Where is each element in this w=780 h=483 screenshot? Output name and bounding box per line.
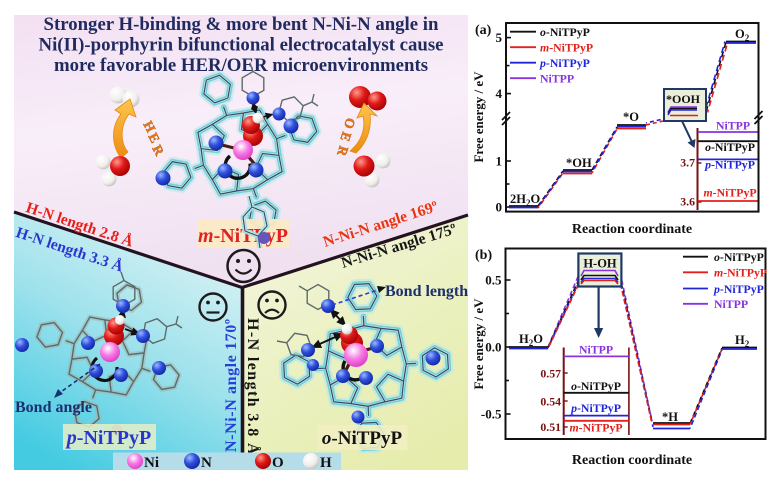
- svg-text:p-NiTPyP: p-NiTPyP: [539, 56, 590, 70]
- svg-text:m-NiTPyP: m-NiTPyP: [714, 266, 767, 280]
- svg-text:o-NiTPyP: o-NiTPyP: [322, 428, 403, 449]
- svg-text:0: 0: [496, 200, 503, 215]
- svg-text:o-NiTPyP: o-NiTPyP: [714, 250, 764, 264]
- svg-text:(b): (b): [475, 248, 492, 263]
- svg-text:0.51: 0.51: [540, 420, 561, 434]
- svg-text:4: 4: [496, 86, 503, 101]
- svg-text:Bond angle: Bond angle: [15, 399, 92, 416]
- svg-text:NiTPP: NiTPP: [579, 343, 613, 357]
- svg-text:p-NiTPyP: p-NiTPyP: [570, 401, 621, 415]
- svg-text:o-NiTPyP: o-NiTPyP: [540, 25, 590, 39]
- svg-text:N: N: [201, 455, 212, 471]
- svg-text:*OH: *OH: [566, 156, 592, 170]
- svg-text:m-NiTPyP: m-NiTPyP: [569, 421, 622, 435]
- svg-text:p-NiTPyP: p-NiTPyP: [65, 427, 151, 449]
- svg-text:0.0: 0.0: [485, 340, 501, 355]
- svg-text:H-N length 3.8 Å: H-N length 3.8 Å: [244, 318, 262, 456]
- svg-text:5: 5: [496, 30, 503, 45]
- svg-text:1: 1: [496, 154, 503, 169]
- svg-text:H: H: [320, 455, 332, 471]
- svg-text:o-NiTPyP: o-NiTPyP: [571, 379, 621, 393]
- svg-text:*O: *O: [623, 110, 639, 124]
- svg-text:*OOH: *OOH: [666, 92, 701, 106]
- svg-text:m-NiTPyP: m-NiTPyP: [703, 186, 756, 200]
- svg-text:m-NiTPyP: m-NiTPyP: [540, 41, 593, 55]
- svg-text:H2: H2: [735, 333, 750, 349]
- svg-text:Stronger H-binding & more bent: Stronger H-binding & more bent N-Ni-N an…: [44, 14, 440, 35]
- svg-text:more favorable HER/OER microen: more favorable HER/OER microenvironments: [54, 55, 428, 76]
- svg-text:3.6: 3.6: [680, 195, 695, 209]
- svg-text:0.5: 0.5: [485, 273, 502, 288]
- svg-text:Bond length: Bond length: [385, 283, 468, 300]
- svg-text:NiTPP: NiTPP: [540, 72, 574, 86]
- svg-text:Ni: Ni: [144, 455, 159, 471]
- svg-text:O: O: [272, 455, 284, 471]
- svg-text:p-NiTPyP: p-NiTPyP: [713, 282, 764, 296]
- svg-text:3.7: 3.7: [680, 156, 695, 170]
- svg-text:Reaction coordinate: Reaction coordinate: [572, 222, 692, 237]
- svg-text:Reaction coordinate: Reaction coordinate: [572, 453, 692, 468]
- svg-text:H-OH: H-OH: [583, 257, 617, 271]
- svg-text:O2: O2: [735, 27, 750, 43]
- svg-text:(a): (a): [475, 23, 492, 38]
- svg-text:0.57: 0.57: [540, 367, 561, 381]
- svg-text:Ni(II)-porphyrin bifunctional: Ni(II)-porphyrin bifunctional electrocat…: [39, 35, 444, 56]
- svg-text:0.54: 0.54: [540, 395, 561, 409]
- svg-text:N-Ni-N angle 170º: N-Ni-N angle 170º: [223, 318, 240, 452]
- svg-text:-0.5: -0.5: [481, 407, 502, 422]
- svg-text:NiTPP: NiTPP: [714, 297, 748, 311]
- svg-text:p-NiTPyP: p-NiTPyP: [704, 158, 755, 172]
- svg-text:H2O: H2O: [519, 332, 543, 348]
- svg-text:*H: *H: [662, 410, 678, 424]
- svg-text:Free energy / eV: Free energy / eV: [471, 298, 486, 390]
- svg-text:o-NiTPyP: o-NiTPyP: [705, 140, 755, 154]
- svg-text:O: O: [341, 116, 359, 131]
- svg-text:2H2O: 2H2O: [510, 192, 540, 208]
- svg-text:Free energy / eV: Free energy / eV: [471, 71, 486, 163]
- svg-text:NiTPP: NiTPP: [716, 119, 750, 133]
